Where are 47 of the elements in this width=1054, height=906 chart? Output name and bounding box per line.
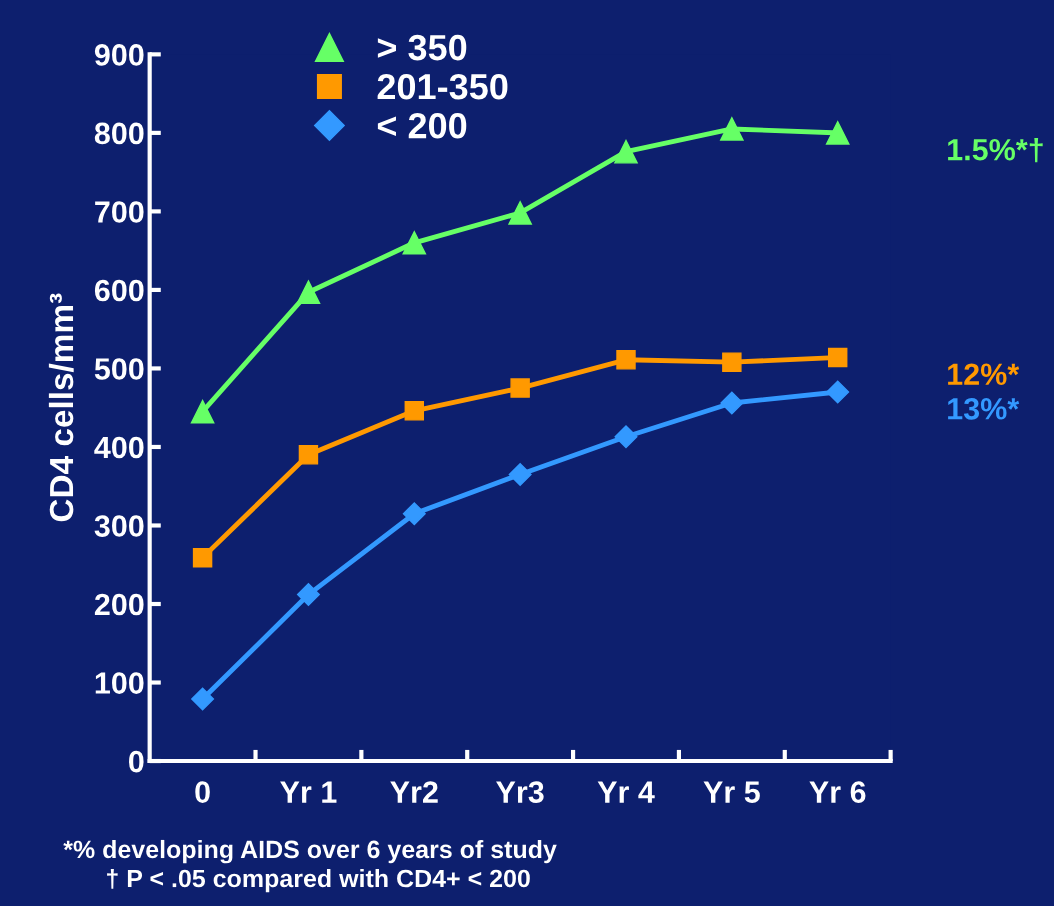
x-tick-label: Yr2 [390,781,438,803]
y-tick-label: 800 [94,122,144,145]
y-tick-label: 0 [129,750,144,773]
y-tick-label: 400 [94,436,144,459]
point [402,502,426,526]
y-tick-label: 700 [95,201,144,223]
text: 1.5%*† [948,138,1043,163]
point [826,380,850,404]
x-tick-label: Yr3 [496,781,544,803]
point [510,378,530,398]
point [508,201,532,225]
point [614,139,638,164]
point [404,401,425,421]
point [296,583,320,607]
point [720,391,744,415]
text: † P < .05 compared with CD4+ < 200 [107,868,530,893]
point [192,547,213,568]
point [720,117,744,141]
y-axis-title: CD4 cells/mm³ [48,293,74,522]
x-tick-label: Yr 4 [597,781,655,803]
legend-label: > 350 [377,34,467,61]
point [614,425,638,449]
point [191,687,215,711]
text: 12%* [948,363,1020,386]
x-tick-label: 0 [195,781,210,803]
point [298,445,319,465]
point [402,231,427,255]
point [296,280,321,305]
text: *% developing AIDS over 6 years of study [63,839,557,864]
legend-label: 201-350 [377,73,508,100]
point [827,347,848,368]
legend-label: < 200 [377,112,467,139]
x-tick-label: Yr 6 [809,781,866,803]
point [190,399,215,424]
point [722,352,742,372]
x-tick-label: Yr 1 [280,781,337,803]
y-tick-label: 900 [94,44,144,66]
x-tick-label: Yr 5 [703,781,760,803]
y-tick-label: 100 [95,672,144,694]
y-tick-label: 500 [94,358,144,380]
y-tick-label: 300 [94,515,144,537]
y-tick-label: 200 [94,593,144,616]
text: 13%* [948,398,1020,420]
y-tick-label: 600 [94,279,144,302]
point [508,462,532,486]
point [616,350,636,370]
point [825,121,850,145]
